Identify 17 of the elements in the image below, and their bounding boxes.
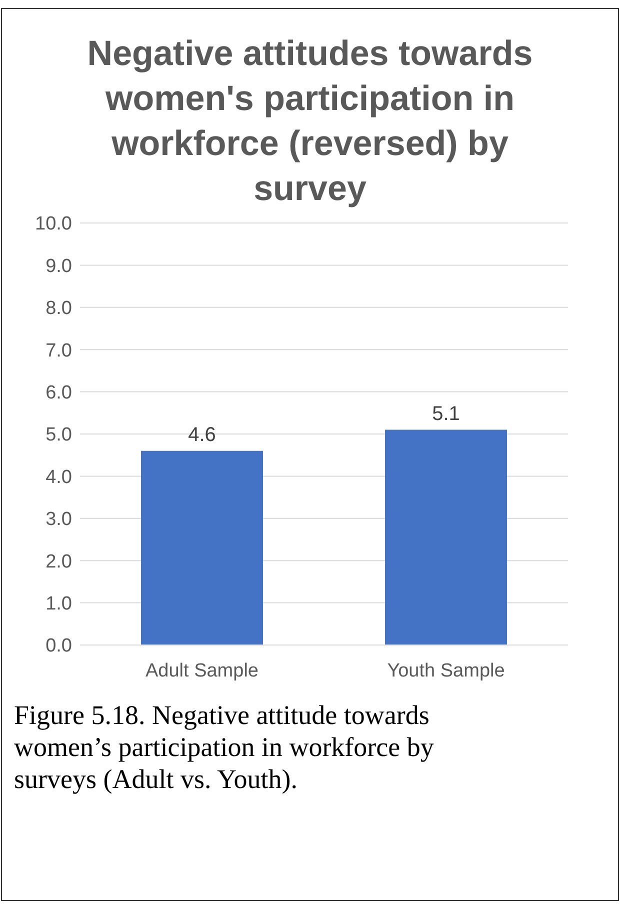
- y-tick-label: 6.0: [46, 382, 72, 404]
- x-tick-label: Adult Sample: [145, 660, 259, 682]
- chart-title: Negative attitudes towards women's participation in workforce (reversed) by survey: [86, 33, 534, 210]
- y-tick-label: 10.0: [35, 214, 72, 235]
- caption: Figure 5.18. Negative attitude towards women’s participation in workforce by surveys (Adult vs. Youth).: [14, 699, 435, 795]
- y-tick-label: 8.0: [46, 298, 72, 320]
- x-tick-label: Youth Sample: [387, 660, 505, 682]
- data-label: 4.6: [188, 424, 216, 446]
- y-tick-label: 2.0: [46, 551, 72, 572]
- y-tick-label: 5.0: [46, 424, 72, 446]
- y-tick-label: 0.0: [46, 636, 72, 657]
- y-tick-label: 3.0: [46, 509, 72, 530]
- y-tick-label: 7.0: [46, 340, 72, 362]
- y-tick-label: 9.0: [46, 256, 72, 277]
- y-tick-label: 4.0: [46, 466, 72, 488]
- y-tick-label: 1.0: [46, 594, 72, 615]
- data-label: 5.1: [432, 402, 460, 425]
